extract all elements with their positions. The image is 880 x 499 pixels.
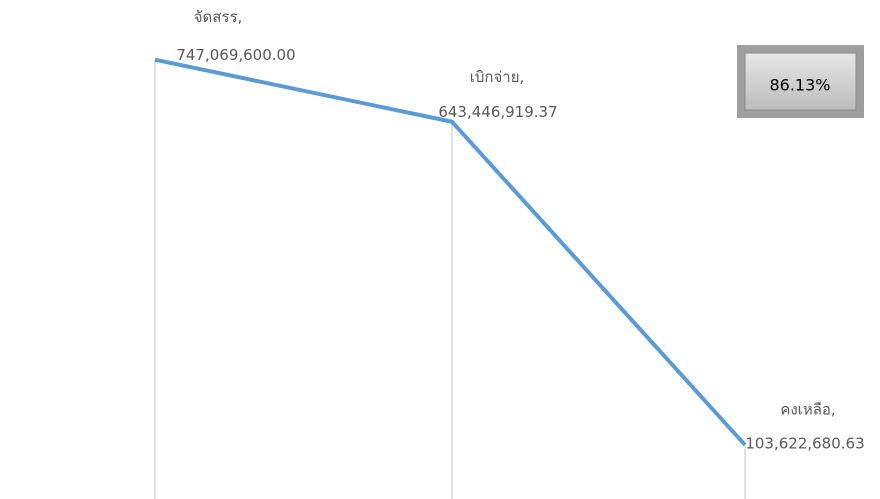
badge: 86.13% bbox=[737, 45, 864, 118]
line-series bbox=[154, 57, 747, 447]
value-label: 747,069,600.00 bbox=[176, 46, 295, 64]
category-label: คงเหลือ, bbox=[780, 400, 835, 418]
category-label: เบิกจ่าย, bbox=[470, 68, 525, 86]
value-label: 643,446,919.37 bbox=[438, 103, 557, 121]
value-label: 103,622,680.63 bbox=[745, 434, 864, 452]
badge-face bbox=[744, 52, 857, 111]
category-label: จัดสรร, bbox=[194, 8, 243, 26]
badge-text: 86.13% bbox=[769, 76, 830, 95]
